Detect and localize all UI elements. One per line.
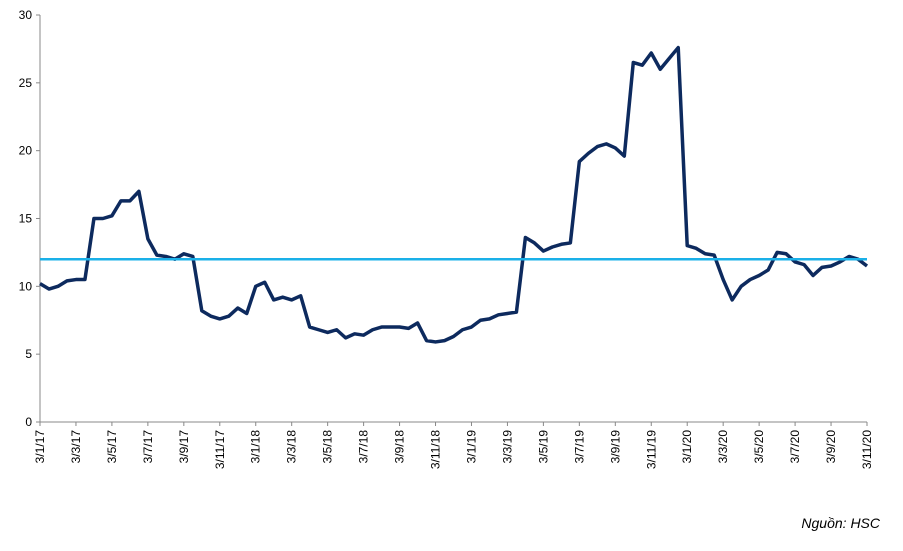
- x-tick-label: 3/9/17: [177, 430, 191, 464]
- y-tick-label: 15: [19, 212, 33, 226]
- x-tick-label: 3/11/20: [860, 430, 874, 469]
- x-tick-label: 3/5/19: [536, 430, 550, 464]
- x-tick-label: 3/7/18: [357, 430, 371, 464]
- x-tick-label: 3/11/17: [213, 430, 227, 469]
- x-tick-label: 3/3/18: [285, 430, 299, 464]
- source-note: Nguồn: HSC: [801, 515, 880, 531]
- x-tick-label: 3/5/17: [105, 430, 119, 464]
- x-tick-label: 3/9/18: [393, 430, 407, 464]
- x-tick-label: 3/5/18: [321, 430, 335, 464]
- x-tick-label: 3/3/17: [69, 430, 83, 464]
- y-tick-label: 0: [25, 415, 32, 429]
- data-line: [39, 45, 869, 344]
- x-tick-label: 3/1/19: [464, 430, 478, 464]
- y-tick-label: 25: [19, 76, 33, 90]
- x-tick-label: 3/3/20: [716, 430, 730, 464]
- x-tick-label: 3/1/17: [33, 430, 47, 464]
- x-tick-label: 3/1/18: [249, 430, 263, 464]
- y-tick-label: 5: [25, 347, 32, 361]
- x-tick-label: 3/7/19: [572, 430, 586, 464]
- x-tick-label: 3/11/19: [644, 430, 658, 469]
- x-tick-label: 3/7/20: [788, 430, 802, 464]
- x-tick-label: 3/3/19: [500, 430, 514, 464]
- y-tick-label: 30: [19, 8, 33, 22]
- y-tick-label: 10: [19, 279, 33, 293]
- x-tick-label: 3/1/20: [680, 430, 694, 464]
- x-tick-label: 3/9/19: [608, 430, 622, 464]
- x-tick-label: 3/5/20: [752, 430, 766, 464]
- y-tick-label: 20: [19, 144, 33, 158]
- x-tick-label: 3/7/17: [141, 430, 155, 464]
- x-tick-label: 3/9/20: [824, 430, 838, 464]
- x-tick-label: 3/11/18: [429, 430, 443, 469]
